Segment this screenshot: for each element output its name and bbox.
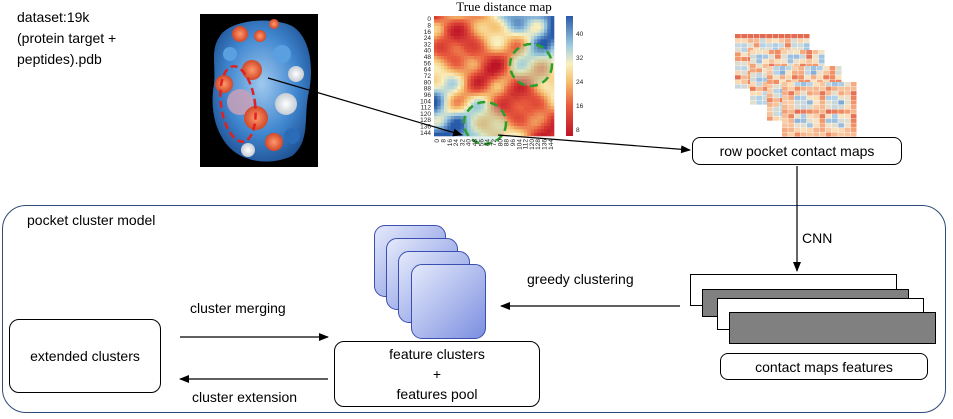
colorbar-tick: 24 (576, 79, 584, 86)
heatmap-title: True distance map (456, 0, 552, 14)
heatmap-y-tick: 32 (424, 41, 432, 48)
extended-clusters-box: extended clusters (9, 319, 161, 393)
feature-clusters-box: feature clusters + features pool (334, 341, 540, 407)
heatmap-y-tick: 48 (424, 54, 432, 61)
pocket-cluster-model-label: pocket cluster model (27, 212, 156, 228)
colorbar-tick: 40 (576, 31, 584, 38)
heatmap-colorbar (566, 16, 573, 136)
heatmap-y-tick: 40 (424, 48, 432, 55)
heatmap-x-tick: 16 (447, 139, 454, 147)
pocket-highlight-green-1 (508, 42, 554, 88)
heatmap-x-tick: 64 (485, 139, 492, 147)
heatmap-y-tick: 24 (424, 35, 432, 42)
heatmap-x-tick: 144 (548, 139, 555, 150)
heatmap-y-tick: 8 (427, 23, 431, 30)
heatmap-y-tick: 16 (424, 29, 432, 36)
pocket-cluster-model-container (2, 205, 946, 413)
feature-clusters-line-2: + (432, 366, 442, 382)
cluster-extension-label: cluster extension (192, 389, 298, 405)
heatmap-x-tick: 8 (441, 139, 448, 143)
heatmap-y-tick: 72 (424, 73, 432, 80)
row-pocket-contact-maps-box: row pocket contact maps (692, 137, 902, 165)
heatmap-x-tick: 56 (478, 139, 485, 147)
heatmap-x-tick: 24 (453, 139, 460, 147)
heatmap-y-tick: 64 (424, 67, 432, 74)
heatmap-y-tick: 0 (427, 16, 431, 23)
colorbar-tick: 32 (576, 55, 584, 62)
feature-clusters-line-1: feature clusters (389, 346, 485, 362)
pocket-highlight-red (219, 65, 257, 143)
mini-contact-map (782, 82, 857, 137)
colorbar-tick: 8 (576, 127, 580, 134)
cluster-square-4 (411, 264, 486, 339)
protein-surface-image (200, 14, 318, 167)
true-distance-heatmap: 0816243240485664728088961041121201281361… (420, 16, 584, 150)
heatmap-x-tick: 48 (472, 139, 479, 147)
heatmap-y-tick: 144 (420, 130, 431, 137)
heatmap-x-tick: 40 (466, 139, 473, 147)
pocket-highlight-green-2 (462, 100, 508, 146)
dataset-label-line-3: peptides).pdb (17, 51, 102, 67)
heatmap-x-tick: 32 (459, 139, 466, 147)
colorbar-tick: 16 (576, 103, 584, 110)
dataset-label: dataset:19k (protein target + peptides).… (17, 7, 116, 70)
contact-maps-features-box: contact maps features (720, 353, 928, 380)
cnn-label: CNN (802, 230, 833, 246)
cluster-merging-label: cluster merging (190, 300, 286, 316)
feature-card-4 (729, 312, 936, 344)
contact-map-stack (735, 34, 857, 137)
dataset-label-line-1: dataset:19k (17, 9, 90, 25)
greedy-clustering-label: greedy clustering (527, 271, 634, 287)
heatmap-x-tick: 72 (491, 139, 498, 147)
feature-clusters-line-3: features pool (396, 386, 478, 402)
heatmap-x-tick: 0 (434, 139, 441, 143)
heatmap-y-tick: 56 (424, 60, 432, 67)
dataset-label-line-2: (protein target + (17, 30, 117, 46)
